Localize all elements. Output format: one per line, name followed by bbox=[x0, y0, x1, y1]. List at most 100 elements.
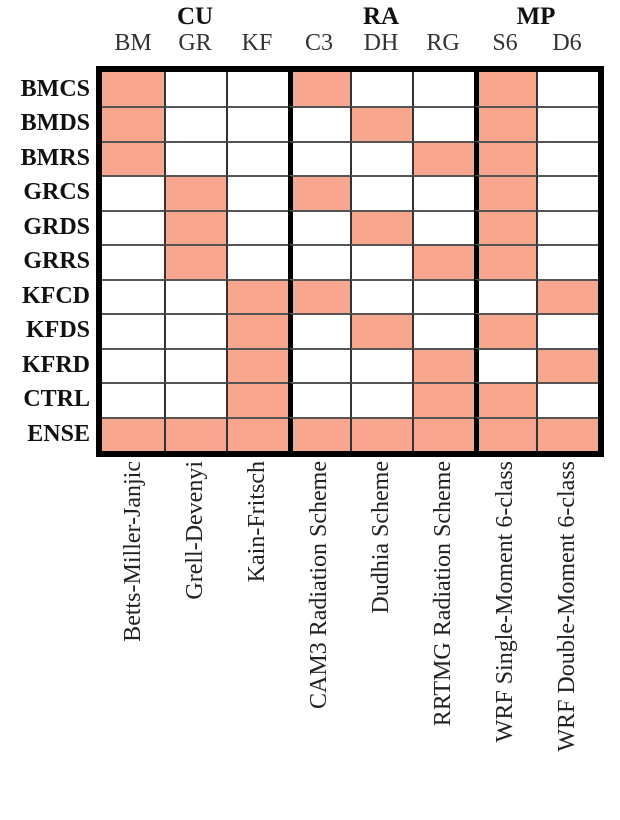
matrix-cell-kfcd-bm bbox=[102, 278, 164, 314]
matrix-cell-ctrl-bm bbox=[102, 382, 164, 417]
matrix-cell-kfds-s6 bbox=[474, 313, 536, 348]
matrix-cell-kfrd-bm bbox=[102, 347, 164, 383]
matrix-cell-bmds-gr bbox=[164, 106, 226, 141]
scheme-name-label-rg: RRTMG Radiation Scheme bbox=[430, 461, 456, 727]
matrix-cell-bmcs-rg bbox=[412, 72, 474, 107]
row-label-kfds: KFDS bbox=[25, 317, 90, 344]
matrix-cell-kfrd-kf bbox=[226, 347, 288, 383]
matrix-cell-bmrs-gr bbox=[164, 140, 226, 176]
matrix-cell-ctrl-c3 bbox=[288, 382, 350, 417]
matrix-cell-kfcd-gr bbox=[164, 278, 226, 314]
matrix-cell-ctrl-dh bbox=[350, 382, 412, 417]
scheme-name-label-gr: Grell-Devenyi bbox=[182, 461, 208, 600]
row-label-kfrd: KFRD bbox=[22, 351, 90, 378]
column-header-dh: DH bbox=[363, 30, 399, 56]
matrix-cell-ense-c3 bbox=[288, 416, 350, 451]
matrix-cell-grcs-gr bbox=[164, 175, 226, 210]
matrix-cell-grds-c3 bbox=[288, 209, 350, 245]
matrix-cell-bmcs-d6 bbox=[536, 72, 598, 107]
matrix-cell-grds-d6 bbox=[536, 209, 598, 245]
matrix-cell-grcs-rg bbox=[412, 175, 474, 210]
matrix-cell-grcs-s6 bbox=[474, 175, 536, 210]
matrix-grid bbox=[96, 66, 604, 457]
matrix-cell-kfcd-c3 bbox=[288, 278, 350, 314]
column-group-header-cu: CU bbox=[176, 3, 214, 30]
matrix-cell-kfrd-gr bbox=[164, 347, 226, 383]
matrix-cell-bmcs-c3 bbox=[288, 72, 350, 107]
matrix-cell-kfds-kf bbox=[226, 313, 288, 348]
scheme-name-label-kf: Kain-Fritsch bbox=[244, 461, 270, 583]
matrix-cell-bmds-s6 bbox=[474, 106, 536, 141]
matrix-cell-kfds-dh bbox=[350, 313, 412, 348]
matrix-cell-grds-gr bbox=[164, 209, 226, 245]
matrix-cell-kfds-c3 bbox=[288, 313, 350, 348]
matrix-cell-bmcs-gr bbox=[164, 72, 226, 107]
matrix-cell-grcs-d6 bbox=[536, 175, 598, 210]
matrix-cell-kfds-rg bbox=[412, 313, 474, 348]
matrix-cell-kfrd-d6 bbox=[536, 347, 598, 383]
scheme-name-label-d6: WRF Double-Moment 6-class bbox=[554, 461, 580, 752]
matrix-cell-bmcs-dh bbox=[350, 72, 412, 107]
matrix-cell-bmds-c3 bbox=[288, 106, 350, 141]
matrix-cell-grrs-kf bbox=[226, 244, 288, 279]
row-label-grrs: GRRS bbox=[23, 248, 90, 275]
row-label-grcs: GRCS bbox=[23, 179, 90, 206]
matrix-cell-ense-dh bbox=[350, 416, 412, 451]
matrix-cell-grrs-rg bbox=[412, 244, 474, 279]
matrix-cell-kfcd-d6 bbox=[536, 278, 598, 314]
matrix-cell-ense-d6 bbox=[536, 416, 598, 451]
matrix-cell-kfcd-dh bbox=[350, 278, 412, 314]
matrix-cell-ctrl-rg bbox=[412, 382, 474, 417]
column-header-bm: BM bbox=[114, 30, 152, 56]
column-header-c3: C3 bbox=[304, 30, 334, 56]
matrix-cell-bmrs-c3 bbox=[288, 140, 350, 176]
matrix-cell-bmrs-dh bbox=[350, 140, 412, 176]
matrix-cell-grds-bm bbox=[102, 209, 164, 245]
matrix-cell-grds-kf bbox=[226, 209, 288, 245]
matrix-cell-ctrl-kf bbox=[226, 382, 288, 417]
matrix-cell-grrs-dh bbox=[350, 244, 412, 279]
matrix-cell-kfds-d6 bbox=[536, 313, 598, 348]
matrix-cell-ctrl-d6 bbox=[536, 382, 598, 417]
matrix-cell-grds-rg bbox=[412, 209, 474, 245]
matrix-cell-grrs-bm bbox=[102, 244, 164, 279]
column-header-kf: KF bbox=[241, 30, 273, 56]
matrix-cell-ense-gr bbox=[164, 416, 226, 451]
matrix-cell-ense-bm bbox=[102, 416, 164, 451]
row-label-grds: GRDS bbox=[23, 213, 90, 240]
column-header-d6: D6 bbox=[552, 30, 582, 56]
column-header-gr: GR bbox=[178, 30, 212, 56]
matrix-cell-bmrs-kf bbox=[226, 140, 288, 176]
matrix-cell-bmcs-kf bbox=[226, 72, 288, 107]
matrix-cell-kfrd-s6 bbox=[474, 347, 536, 383]
row-label-bmcs: BMCS bbox=[20, 76, 90, 102]
matrix-cell-kfcd-rg bbox=[412, 278, 474, 314]
matrix-cell-grcs-bm bbox=[102, 175, 164, 210]
matrix-cell-ctrl-gr bbox=[164, 382, 226, 417]
matrix-cell-bmrs-rg bbox=[412, 140, 474, 176]
matrix-cell-kfcd-kf bbox=[226, 278, 288, 314]
row-label-ense: ENSE bbox=[27, 420, 90, 447]
matrix-cell-bmds-rg bbox=[412, 106, 474, 141]
row-label-ctrl: CTRL bbox=[23, 386, 90, 413]
matrix-cell-ense-kf bbox=[226, 416, 288, 451]
matrix-cell-grrs-d6 bbox=[536, 244, 598, 279]
matrix-cell-bmds-dh bbox=[350, 106, 412, 141]
matrix-cell-grcs-kf bbox=[226, 175, 288, 210]
matrix-cell-kfrd-dh bbox=[350, 347, 412, 383]
row-label-bmrs: BMRS bbox=[20, 144, 90, 171]
row-label-bmds: BMDS bbox=[20, 110, 90, 137]
matrix-cell-bmds-d6 bbox=[536, 106, 598, 141]
matrix-cell-ctrl-s6 bbox=[474, 382, 536, 417]
matrix-cell-kfrd-c3 bbox=[288, 347, 350, 383]
scheme-name-label-c3: CAM3 Radiation Scheme bbox=[306, 461, 332, 709]
matrix-cell-grcs-c3 bbox=[288, 175, 350, 210]
matrix-cell-grds-dh bbox=[350, 209, 412, 245]
matrix-cell-bmrs-d6 bbox=[536, 140, 598, 176]
column-group-header-mp: MP bbox=[516, 3, 556, 30]
column-header-s6: S6 bbox=[492, 30, 518, 56]
matrix-cell-ense-s6 bbox=[474, 416, 536, 451]
scheme-name-label-s6: WRF Single-Moment 6-class bbox=[492, 461, 518, 743]
matrix-cell-ense-rg bbox=[412, 416, 474, 451]
